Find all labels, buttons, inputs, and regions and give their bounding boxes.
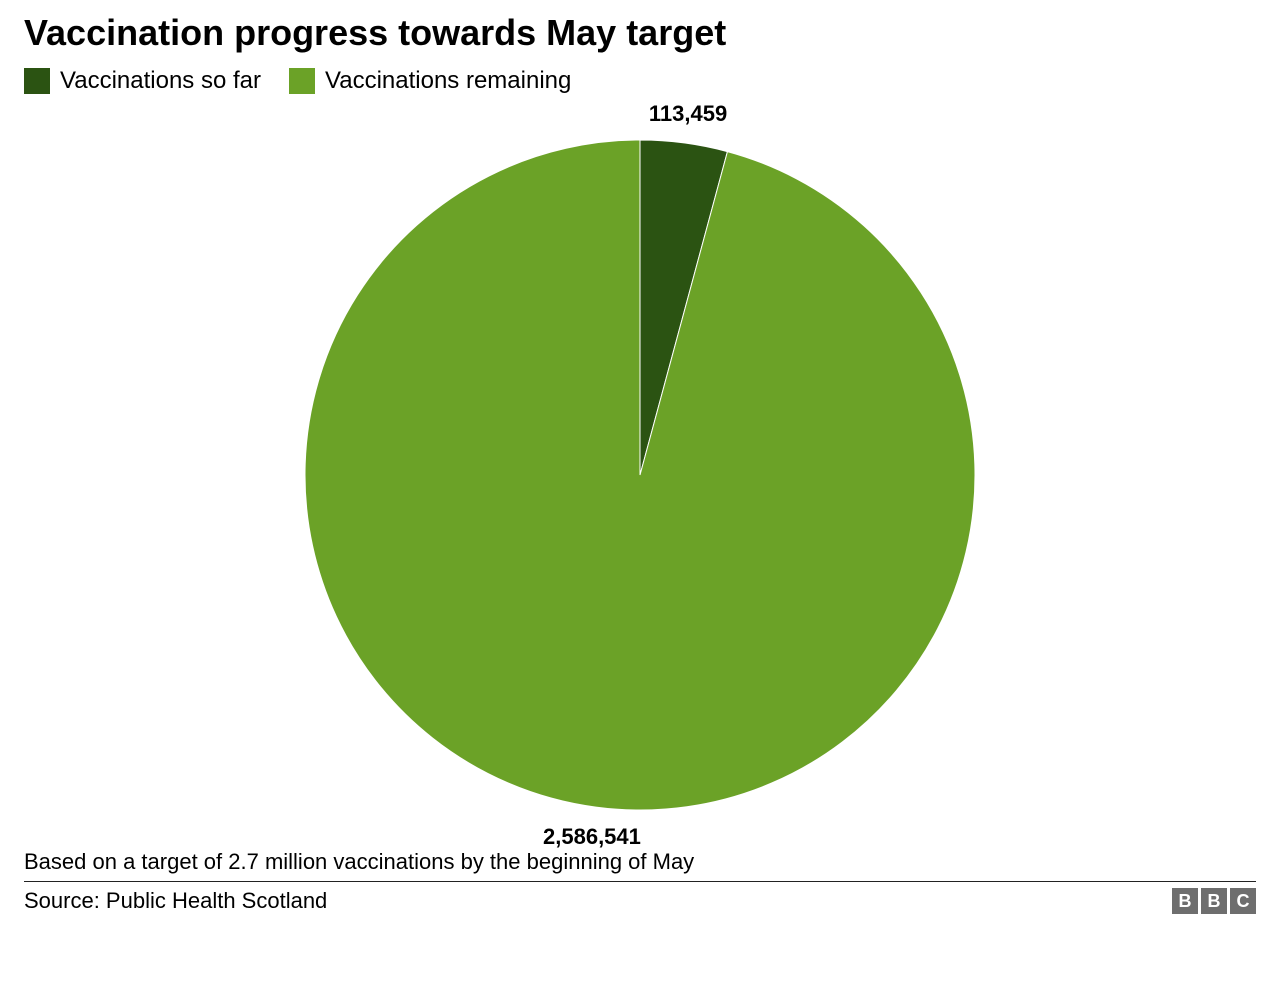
bbc-logo: B B C: [1172, 888, 1256, 914]
source-row: Source: Public Health Scotland B B C: [24, 882, 1256, 914]
slice-label-remaining: 2,586,541: [543, 824, 641, 850]
pie-area: 113,459 2,586,541: [24, 105, 1256, 845]
legend: Vaccinations so far Vaccinations remaini…: [24, 67, 1256, 95]
bbc-logo-letter: B: [1172, 888, 1198, 914]
chart-title: Vaccination progress towards May target: [24, 12, 1256, 53]
bbc-logo-letter: C: [1230, 888, 1256, 914]
legend-label-so-far: Vaccinations so far: [60, 67, 261, 95]
chart-footnote: Based on a target of 2.7 million vaccina…: [24, 849, 1256, 882]
legend-swatch-so-far: [24, 68, 50, 94]
source-text: Source: Public Health Scotland: [24, 888, 327, 914]
legend-item-so-far: Vaccinations so far: [24, 67, 261, 95]
slice-label-so-far: 113,459: [649, 101, 727, 127]
bbc-logo-letter: B: [1201, 888, 1227, 914]
legend-swatch-remaining: [289, 68, 315, 94]
legend-label-remaining: Vaccinations remaining: [325, 67, 571, 95]
chart-container: Vaccination progress towards May target …: [0, 0, 1280, 996]
legend-item-remaining: Vaccinations remaining: [289, 67, 571, 95]
pie-chart: [305, 140, 975, 810]
pie-slice: [305, 140, 975, 810]
